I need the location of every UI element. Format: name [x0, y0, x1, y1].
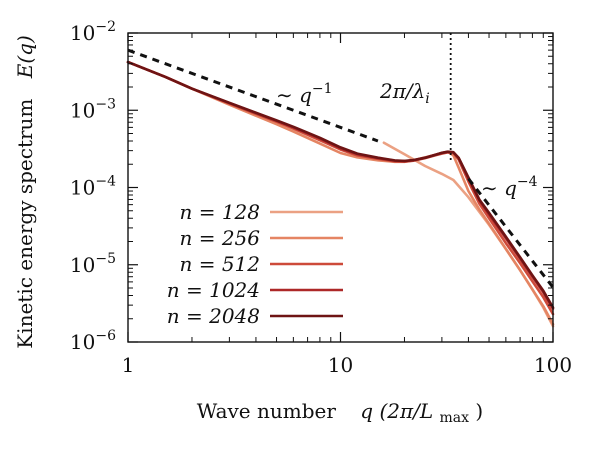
y-axis-title: Kinetic energy spectrum E(q)	[13, 35, 37, 349]
legend-label-1: n = 256	[179, 226, 260, 250]
y-tick-label-4: 10−2	[70, 19, 116, 45]
legend-label-4: n = 2048	[167, 304, 260, 328]
reference-line-label-1: ∼ q−4	[481, 174, 538, 200]
x-axis-title-math-sub: max	[440, 410, 470, 426]
reference-line-label-0: ∼ q−1	[276, 81, 333, 107]
x-axis-title: Wave number q (2π/L max )	[197, 399, 483, 427]
plot-area: 1 10 100	[122, 32, 572, 377]
x-tick-label-2: 100	[534, 353, 572, 377]
x-axis-title-text: Wave number	[197, 399, 337, 423]
y-tick-label-3: 10−3	[70, 96, 116, 122]
y-tick-label-0: 10−6	[70, 328, 116, 354]
series-line-0	[382, 141, 555, 328]
reference-line-0	[127, 48, 379, 143]
legend-label-0: n = 128	[179, 200, 260, 224]
series-line-4	[126, 60, 555, 309]
y-tick-label-2: 10−4	[70, 174, 116, 200]
y-axis-title-math: E(q)	[13, 35, 37, 79]
x-tick-label-1: 10	[328, 353, 353, 377]
x-axis-title-math-end: )	[475, 399, 483, 423]
y-axis-title-text: Kinetic energy spectrum	[13, 99, 37, 349]
x-axis-title-math: q (2π/L	[360, 399, 433, 423]
y-tick-label-1: 10−5	[70, 251, 116, 277]
legend-label-3: n = 1024	[167, 278, 260, 302]
vertical-marker-label: 2π/λi	[379, 79, 430, 107]
reference-line-1	[467, 177, 555, 289]
x-tick-label-0: 1	[122, 353, 135, 377]
legend-label-2: n = 512	[179, 252, 260, 276]
